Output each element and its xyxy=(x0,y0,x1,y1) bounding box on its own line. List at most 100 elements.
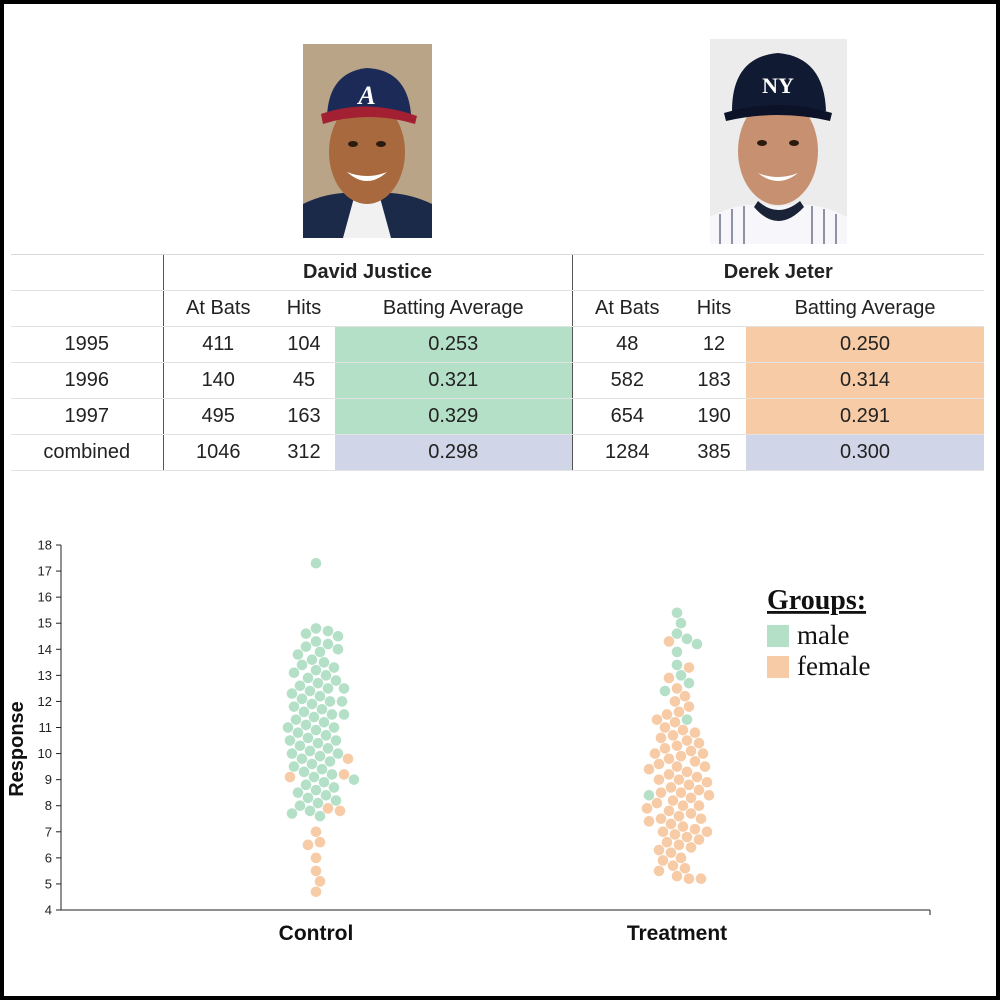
data-point-female xyxy=(677,821,689,832)
y-tick-label: 10 xyxy=(38,746,52,761)
y-tick-label: 17 xyxy=(38,564,52,579)
cell-batting-average: 0.314 xyxy=(746,362,985,399)
data-point-male xyxy=(310,636,322,647)
table-row: 1997 495 163 0.329 654 190 0.291 xyxy=(11,398,985,435)
data-point-male xyxy=(290,714,302,725)
row-label: 1996 xyxy=(11,362,163,399)
data-point-male xyxy=(318,657,330,668)
data-point-female xyxy=(649,748,661,759)
data-point-female xyxy=(685,842,697,853)
table-corner-cell xyxy=(11,254,163,291)
data-point-female xyxy=(679,862,691,874)
data-point-female xyxy=(322,803,334,814)
cell-batting-average: 0.291 xyxy=(746,398,985,435)
data-point-female xyxy=(663,769,675,780)
cell-batting-average: 0.298 xyxy=(335,434,573,471)
y-tick-label: 13 xyxy=(38,668,52,683)
y-tick-label: 14 xyxy=(38,642,52,657)
data-point-female xyxy=(667,730,679,741)
data-point-male xyxy=(306,654,318,666)
player-name-justice: David Justice xyxy=(162,254,573,291)
x-category-label: Control xyxy=(279,922,354,945)
data-point-male xyxy=(302,672,314,684)
data-point-female xyxy=(697,748,709,759)
data-point-female xyxy=(667,795,679,806)
yankees-player-photo: NY xyxy=(710,39,847,244)
x-category-label: Treatment xyxy=(627,922,727,945)
data-point-female xyxy=(663,672,675,684)
data-point-male xyxy=(304,745,316,757)
data-point-male xyxy=(288,701,300,712)
data-point-male xyxy=(296,693,308,705)
data-point-male xyxy=(675,617,687,629)
cell-batting-average: 0.250 xyxy=(746,326,985,363)
data-point-male xyxy=(286,808,298,819)
data-point-male xyxy=(330,675,342,686)
cell-batting-average: 0.321 xyxy=(335,362,573,399)
data-point-female xyxy=(685,792,697,804)
data-point-female xyxy=(284,771,296,783)
data-point-female xyxy=(641,803,653,814)
data-point-male xyxy=(316,763,328,775)
data-point-female xyxy=(669,696,681,707)
cell-hits: 163 xyxy=(273,398,335,435)
data-point-male xyxy=(320,730,332,741)
data-point-male xyxy=(308,771,320,783)
data-point-female xyxy=(679,690,691,702)
y-tick-label: 15 xyxy=(38,616,52,631)
cell-at-bats: 1046 xyxy=(162,434,273,471)
data-point-female xyxy=(703,789,715,801)
data-point-female xyxy=(667,860,679,871)
x-axis: Control Treatment xyxy=(61,909,931,945)
y-tick-label: 6 xyxy=(45,850,52,865)
data-point-female xyxy=(334,805,346,817)
data-point-male xyxy=(326,709,338,720)
data-point-male xyxy=(300,628,312,639)
data-point-female xyxy=(671,870,683,882)
data-point-female xyxy=(689,823,701,835)
data-point-female xyxy=(681,831,693,843)
data-point-female xyxy=(677,724,689,736)
data-point-male xyxy=(282,722,294,733)
row-label: 1997 xyxy=(11,398,163,435)
data-point-male xyxy=(314,810,326,822)
data-point-male xyxy=(306,758,318,770)
data-point-female xyxy=(675,787,687,798)
data-point-female xyxy=(310,865,322,877)
data-point-female xyxy=(665,782,677,793)
data-point-female xyxy=(701,826,713,838)
y-tick-label: 8 xyxy=(45,798,52,813)
data-point-male xyxy=(296,753,308,765)
data-point-male xyxy=(284,735,296,746)
beeswarm-chart: 4 5 6 7 8 9 10 11 12 13 14 15 16 17 18 Control Treatmen… xyxy=(6,538,931,945)
data-point-male xyxy=(304,685,316,697)
data-point-female xyxy=(314,876,326,887)
y-axis: 4 5 6 7 8 9 10 11 12 13 14 15 16 17 18 xyxy=(38,538,62,918)
data-point-male xyxy=(328,662,340,673)
data-point-male xyxy=(691,638,703,650)
legend-swatch-female xyxy=(767,656,789,678)
data-point-female xyxy=(675,852,687,864)
cell-hits: 12 xyxy=(682,326,747,363)
data-point-male xyxy=(298,706,310,718)
cell-batting-average: 0.253 xyxy=(335,326,573,363)
table-header-players: David Justice Derek Jeter xyxy=(11,254,985,291)
data-point-female xyxy=(314,836,326,848)
data-point-male xyxy=(330,795,342,806)
data-point-female xyxy=(693,800,705,812)
cell-at-bats: 1284 xyxy=(571,434,683,471)
data-point-female xyxy=(657,826,669,838)
data-point-male xyxy=(318,716,330,728)
data-point-female xyxy=(683,701,695,712)
data-point-male xyxy=(322,625,334,637)
data-point-male xyxy=(296,659,308,671)
data-point-female xyxy=(651,797,663,809)
data-point-female xyxy=(653,865,665,877)
data-point-male xyxy=(312,677,324,689)
data-point-male xyxy=(312,737,324,749)
data-point-female xyxy=(693,784,705,796)
cell-at-bats: 48 xyxy=(571,326,683,363)
data-point-male xyxy=(302,732,314,744)
data-point-male xyxy=(302,792,314,804)
data-point-male xyxy=(324,756,336,767)
